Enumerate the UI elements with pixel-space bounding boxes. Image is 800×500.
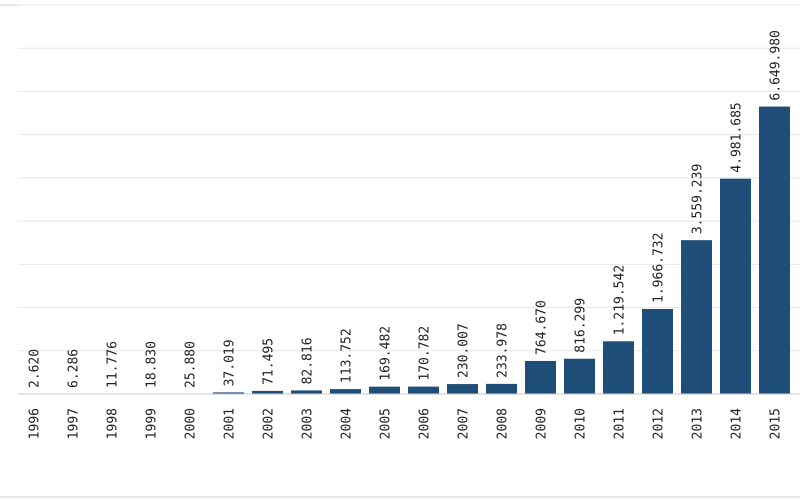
x-tick-label-2006: 2006: [418, 408, 433, 439]
value-label-2005: 169.482: [379, 326, 394, 381]
x-tick-label-1997: 1997: [67, 408, 82, 439]
value-label-2006: 170.782: [418, 326, 433, 381]
value-label-2004: 113.752: [340, 328, 355, 383]
bar-2007[interactable]: [447, 384, 478, 394]
x-tick-label-2013: 2013: [691, 408, 706, 439]
value-label-1996: 2.620: [28, 349, 43, 388]
bar-2006[interactable]: [408, 386, 439, 394]
value-label-2013: 3.559.239: [691, 164, 706, 234]
value-label-2002: 71.495: [262, 338, 277, 385]
bar-2005[interactable]: [369, 386, 400, 394]
value-label-2003: 82.816: [301, 337, 316, 384]
bar-2011[interactable]: [603, 341, 634, 394]
x-tick-label-2008: 2008: [496, 408, 511, 439]
x-tick-label-2010: 2010: [574, 408, 589, 439]
bar-2003[interactable]: [291, 390, 322, 394]
value-label-2000: 25.880: [184, 341, 199, 388]
value-label-2008: 233.978: [496, 323, 511, 378]
value-label-1997: 6.286: [67, 349, 82, 388]
value-label-2007: 230.007: [457, 323, 472, 378]
bar-2014[interactable]: [720, 178, 751, 394]
x-tick-label-1996: 1996: [28, 408, 43, 439]
x-tick-label-2001: 2001: [223, 408, 238, 439]
value-label-2015: 6.649.980: [769, 30, 784, 100]
x-tick-label-2014: 2014: [730, 408, 745, 439]
value-label-2014: 4.981.685: [730, 102, 745, 172]
value-label-2011: 1.219.542: [613, 265, 628, 335]
value-label-1999: 18.830: [145, 341, 160, 388]
bar-2004[interactable]: [330, 389, 361, 394]
value-labels-group: 2.620 6.286 11.776 18.830 25.880 37.019 71.495…: [28, 30, 784, 388]
bar-2012[interactable]: [642, 308, 673, 394]
x-tick-label-2015: 2015: [769, 408, 784, 439]
bar-2010[interactable]: [564, 358, 595, 394]
x-tick-label-2004: 2004: [340, 408, 355, 439]
value-label-2009: 764.670: [535, 300, 550, 355]
bar-2008[interactable]: [486, 383, 517, 394]
bars-group: [213, 106, 790, 394]
x-tick-label-2005: 2005: [379, 408, 394, 439]
x-tick-label-1999: 1999: [145, 408, 160, 439]
bar-2013[interactable]: [681, 240, 712, 394]
x-tick-label-2003: 2003: [301, 408, 316, 439]
value-label-2012: 1.966.732: [652, 233, 667, 303]
bar-2001[interactable]: [213, 392, 244, 394]
x-tick-labels-group: 1996 1997 1998 1999 2000 2001 2002 2003 2004 2005…: [28, 408, 784, 439]
x-tick-label-2011: 2011: [613, 408, 628, 439]
value-label-2001: 37.019: [223, 339, 238, 386]
x-tick-label-1998: 1998: [106, 408, 121, 439]
x-tick-label-2000: 2000: [184, 408, 199, 439]
x-tick-label-2009: 2009: [535, 408, 550, 439]
x-tick-label-2002: 2002: [262, 408, 277, 439]
bar-2015[interactable]: [759, 106, 790, 394]
value-label-1998: 11.776: [106, 341, 121, 388]
value-label-2010: 816.299: [574, 298, 589, 353]
bar-2002[interactable]: [252, 390, 283, 394]
x-tick-label-2012: 2012: [652, 408, 667, 439]
bar-2009[interactable]: [525, 360, 556, 394]
x-tick-label-2007: 2007: [457, 408, 472, 439]
gridlines: [18, 4, 800, 352]
